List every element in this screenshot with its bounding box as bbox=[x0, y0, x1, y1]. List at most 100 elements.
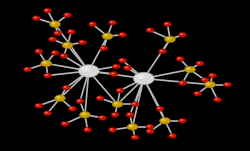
Circle shape bbox=[54, 95, 66, 101]
Circle shape bbox=[147, 29, 150, 31]
Circle shape bbox=[178, 118, 186, 123]
Circle shape bbox=[133, 72, 154, 85]
Circle shape bbox=[42, 61, 47, 64]
Circle shape bbox=[165, 22, 168, 24]
Circle shape bbox=[166, 37, 170, 40]
Circle shape bbox=[208, 73, 216, 78]
Circle shape bbox=[120, 33, 123, 35]
Circle shape bbox=[125, 66, 128, 68]
Circle shape bbox=[204, 81, 216, 88]
Circle shape bbox=[50, 21, 60, 27]
Circle shape bbox=[110, 128, 113, 130]
Circle shape bbox=[156, 106, 164, 111]
Circle shape bbox=[147, 130, 150, 132]
Circle shape bbox=[112, 64, 120, 69]
Circle shape bbox=[114, 102, 118, 104]
Circle shape bbox=[41, 60, 52, 67]
Circle shape bbox=[137, 74, 145, 79]
Circle shape bbox=[88, 22, 96, 27]
Circle shape bbox=[158, 49, 166, 54]
Circle shape bbox=[164, 22, 172, 27]
Circle shape bbox=[112, 101, 123, 108]
Circle shape bbox=[147, 125, 150, 127]
Circle shape bbox=[25, 68, 28, 70]
Circle shape bbox=[44, 111, 52, 116]
Circle shape bbox=[52, 51, 56, 53]
Circle shape bbox=[48, 37, 56, 42]
Circle shape bbox=[45, 9, 48, 11]
Circle shape bbox=[131, 135, 139, 140]
Circle shape bbox=[70, 107, 73, 109]
Circle shape bbox=[224, 82, 232, 87]
Circle shape bbox=[55, 32, 58, 34]
Circle shape bbox=[97, 96, 100, 98]
Circle shape bbox=[186, 67, 190, 70]
Circle shape bbox=[50, 38, 53, 40]
Circle shape bbox=[110, 21, 113, 23]
Circle shape bbox=[78, 65, 99, 77]
Circle shape bbox=[127, 124, 138, 130]
Circle shape bbox=[225, 83, 228, 85]
Circle shape bbox=[146, 28, 154, 33]
Circle shape bbox=[177, 57, 180, 59]
Circle shape bbox=[64, 43, 68, 46]
Circle shape bbox=[206, 82, 210, 85]
Circle shape bbox=[197, 62, 200, 64]
Circle shape bbox=[51, 50, 59, 55]
Circle shape bbox=[196, 61, 204, 66]
Circle shape bbox=[117, 89, 120, 91]
Circle shape bbox=[202, 78, 205, 80]
Circle shape bbox=[132, 103, 136, 104]
Circle shape bbox=[54, 31, 62, 36]
Circle shape bbox=[120, 59, 123, 61]
Circle shape bbox=[111, 72, 114, 74]
Circle shape bbox=[45, 112, 48, 114]
Circle shape bbox=[32, 16, 40, 21]
Circle shape bbox=[85, 128, 88, 130]
Circle shape bbox=[168, 133, 176, 138]
Circle shape bbox=[215, 98, 218, 100]
Circle shape bbox=[178, 81, 186, 85]
Circle shape bbox=[111, 112, 119, 117]
Circle shape bbox=[102, 33, 113, 40]
Circle shape bbox=[68, 30, 72, 32]
Circle shape bbox=[194, 91, 202, 96]
Circle shape bbox=[90, 22, 93, 24]
Circle shape bbox=[160, 50, 163, 52]
Circle shape bbox=[45, 74, 48, 76]
Circle shape bbox=[98, 115, 106, 120]
Circle shape bbox=[44, 73, 52, 78]
Circle shape bbox=[77, 100, 80, 101]
Circle shape bbox=[127, 113, 130, 115]
Circle shape bbox=[116, 88, 124, 93]
Circle shape bbox=[35, 103, 43, 108]
Circle shape bbox=[68, 106, 76, 111]
Circle shape bbox=[126, 112, 134, 117]
Circle shape bbox=[176, 56, 184, 61]
Circle shape bbox=[129, 125, 133, 127]
Circle shape bbox=[118, 58, 126, 63]
Circle shape bbox=[51, 22, 56, 24]
Circle shape bbox=[80, 111, 90, 118]
Circle shape bbox=[118, 32, 126, 37]
Circle shape bbox=[67, 29, 75, 34]
Circle shape bbox=[61, 54, 64, 56]
Circle shape bbox=[131, 102, 139, 107]
Circle shape bbox=[100, 116, 103, 118]
Circle shape bbox=[81, 112, 86, 115]
Circle shape bbox=[104, 34, 108, 37]
Circle shape bbox=[78, 40, 86, 45]
Circle shape bbox=[24, 67, 32, 72]
Circle shape bbox=[76, 99, 84, 104]
Circle shape bbox=[84, 127, 92, 132]
Circle shape bbox=[157, 107, 160, 109]
Circle shape bbox=[110, 72, 118, 76]
Circle shape bbox=[82, 67, 90, 72]
Circle shape bbox=[180, 33, 183, 35]
Circle shape bbox=[214, 97, 222, 102]
Circle shape bbox=[114, 65, 117, 67]
Circle shape bbox=[34, 16, 37, 18]
Circle shape bbox=[36, 50, 39, 52]
Circle shape bbox=[80, 41, 83, 43]
Circle shape bbox=[64, 13, 72, 18]
